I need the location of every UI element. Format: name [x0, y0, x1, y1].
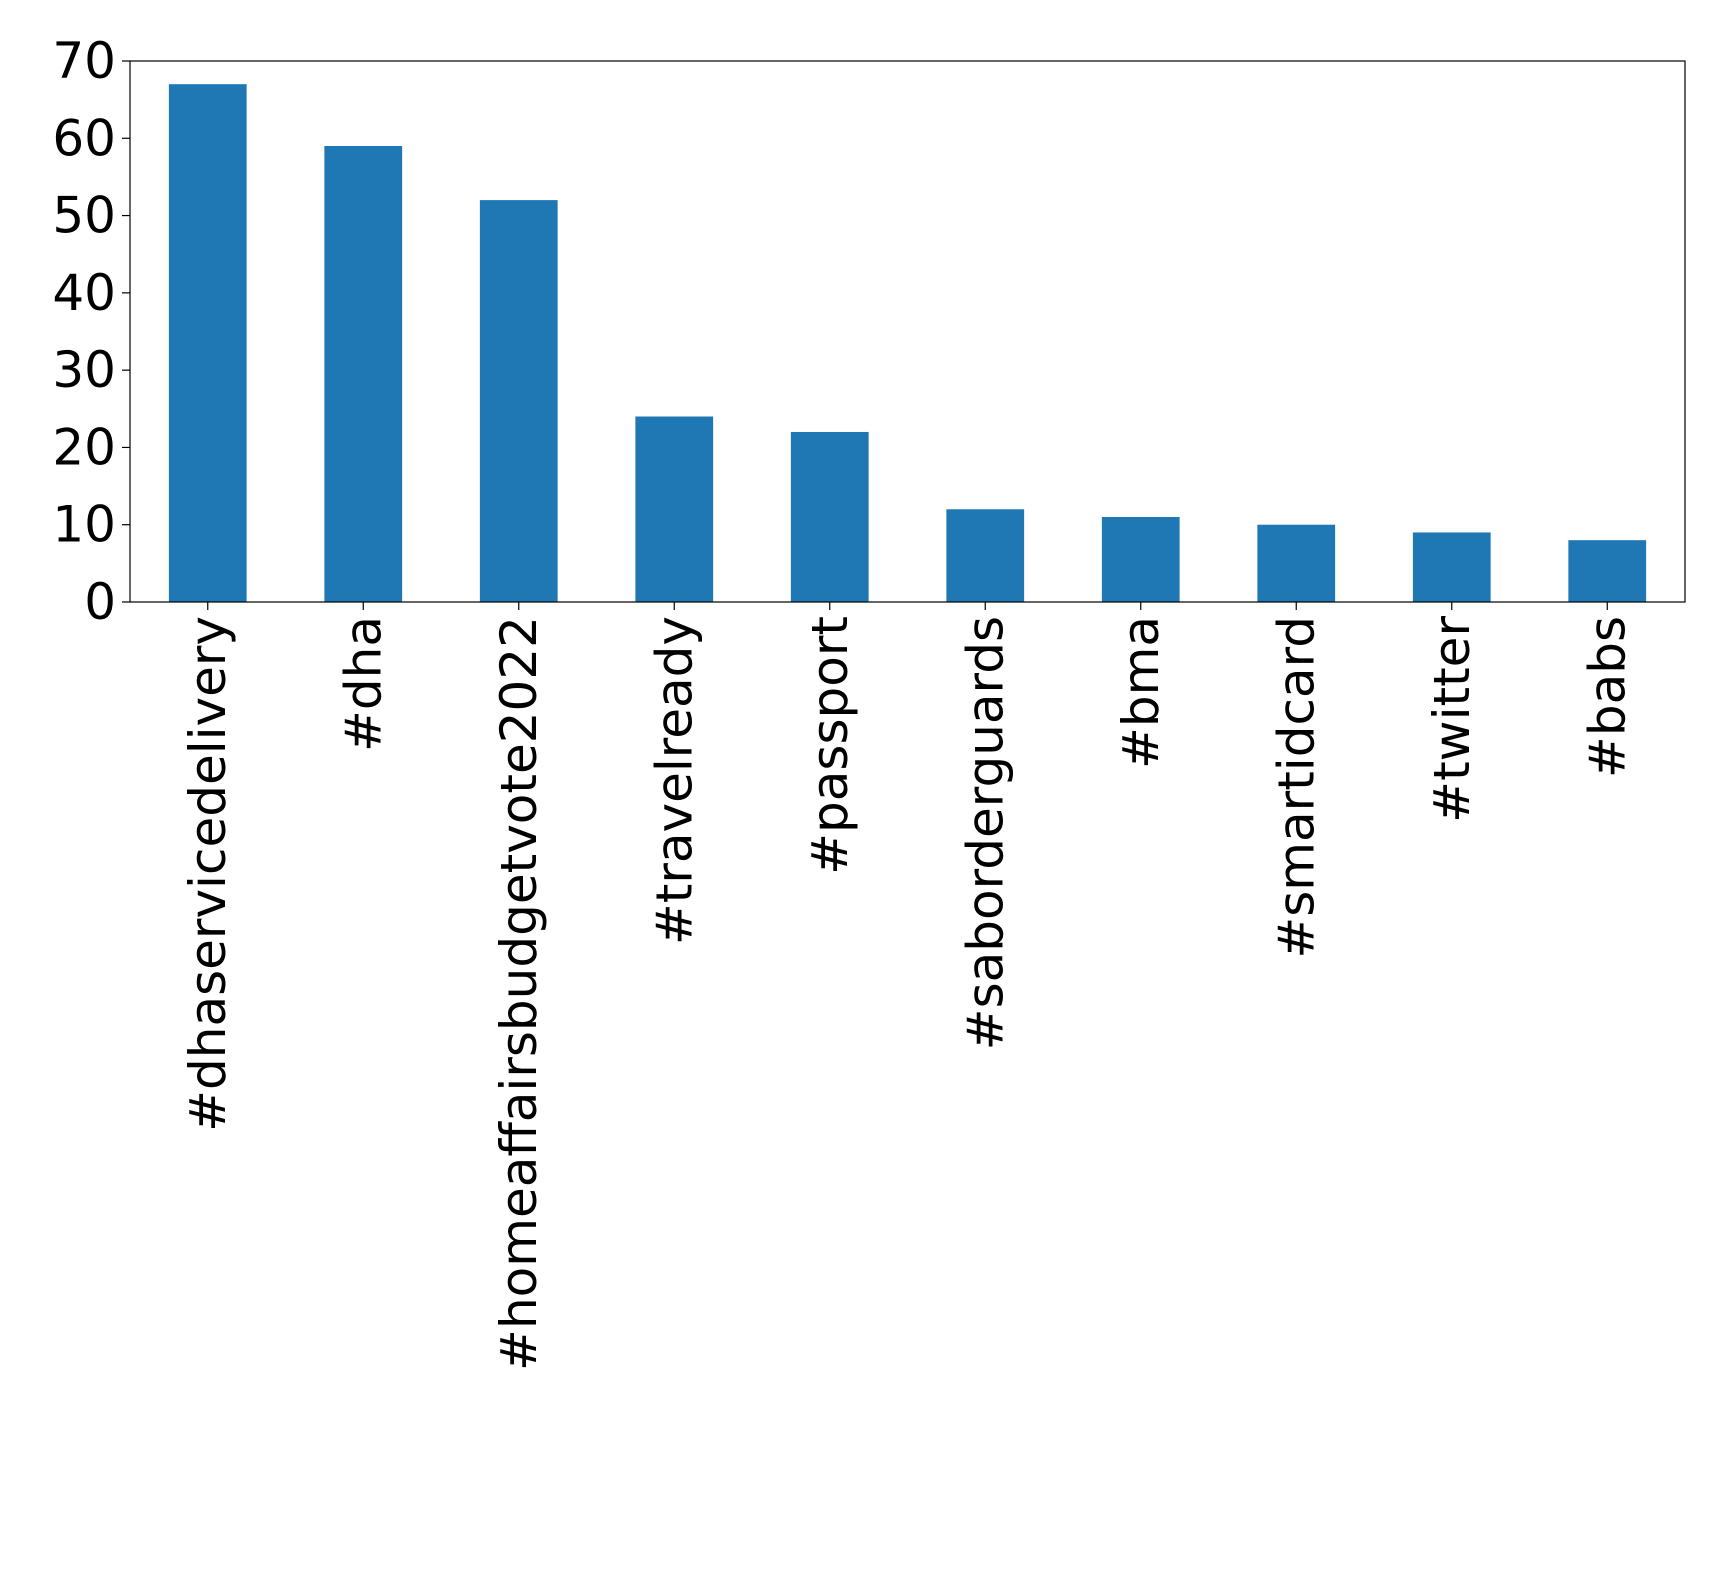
bar-saborderguards	[946, 509, 1025, 602]
x-tick-label: #smartidcard	[1267, 616, 1325, 959]
bar-smartidcard	[1257, 524, 1336, 602]
y-tick-label: 60	[52, 109, 116, 167]
y-tick-label: 20	[52, 418, 116, 476]
y-tick-label: 70	[52, 32, 116, 90]
x-tick-label: #dha	[334, 616, 392, 752]
x-tick-label: #dhaservicedelivery	[179, 616, 237, 1132]
x-tick-label: #passport	[801, 616, 859, 875]
bar-dha	[324, 146, 403, 602]
x-tick-label: #twitter	[1423, 616, 1481, 823]
x-tick-label: #bma	[1112, 616, 1170, 769]
x-tick-label: #saborderguards	[956, 616, 1014, 1050]
bar-dhaservicedelivery	[168, 84, 247, 602]
y-tick-label: 40	[52, 264, 116, 322]
bar-bma	[1101, 516, 1180, 602]
bar-homeaffairsbudgetvote2022	[479, 200, 558, 603]
bar-travelready	[635, 416, 714, 602]
x-tick-label: #homeaffairsbudgetvote2022	[490, 616, 548, 1371]
x-axis: #dhaservicedelivery #dha #homeaffairsbudge…	[179, 602, 1636, 1371]
x-tick-label: #babs	[1578, 616, 1636, 778]
plot-frame	[129, 60, 1686, 603]
bar-passport	[790, 431, 869, 602]
y-tick-label: 30	[52, 341, 116, 399]
bars-layer	[168, 84, 1647, 603]
y-tick-label: 50	[52, 187, 116, 245]
bar-babs	[1568, 540, 1647, 602]
x-tick-label: #travelready	[645, 616, 703, 945]
y-tick-label: 0	[84, 573, 116, 631]
bar-twitter	[1412, 532, 1491, 602]
y-axis: 0 10 20 30 40 50 60 70	[52, 32, 130, 631]
y-tick-label: 10	[52, 496, 116, 554]
